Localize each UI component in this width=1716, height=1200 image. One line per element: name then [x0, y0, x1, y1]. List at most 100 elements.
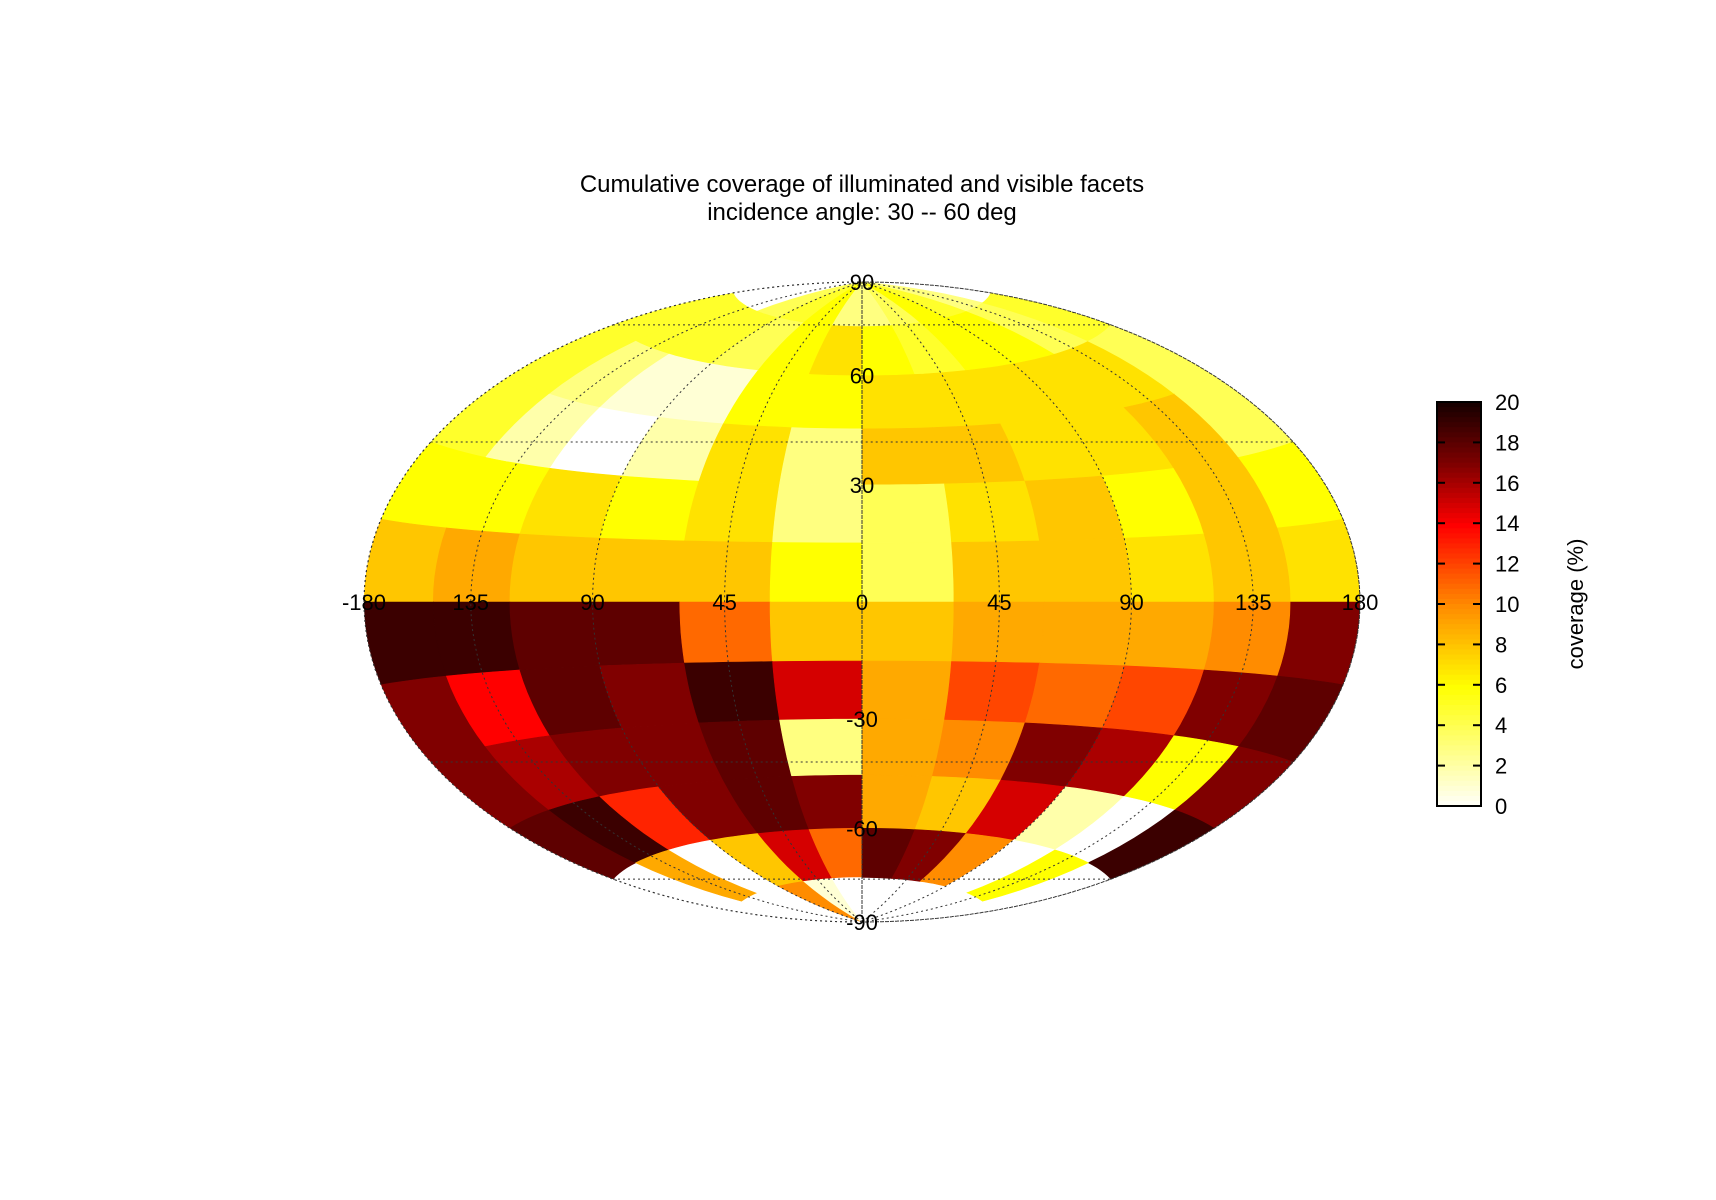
- colorbar-tick-label: 12: [1495, 552, 1519, 577]
- colorbar-segment: [1437, 477, 1481, 484]
- colorbar-segment: [1437, 684, 1481, 691]
- colorbar-tick-label: 8: [1495, 632, 1507, 657]
- colorbar-segment: [1437, 715, 1481, 721]
- colorbar-segment: [1437, 568, 1481, 575]
- meridian-line: [724, 281, 863, 923]
- colorbar-segment: [1437, 639, 1481, 645]
- colorbar-segment: [1437, 644, 1481, 651]
- colorbar-segment: [1437, 553, 1481, 560]
- colorbar-segment: [1437, 800, 1481, 807]
- colorbar-segment: [1437, 588, 1481, 595]
- colorbar-segment: [1437, 674, 1481, 681]
- colorbar-segment: [1437, 482, 1481, 489]
- lon-tick-label: 0: [856, 590, 868, 615]
- colorbar-segment: [1437, 705, 1481, 711]
- colorbar-segment: [1437, 750, 1481, 757]
- coverage-cell: [966, 849, 1090, 902]
- colorbar-segment: [1437, 548, 1481, 555]
- chart-title: Cumulative coverage of illuminated and v…: [580, 171, 1144, 198]
- colorbar-segment: [1437, 614, 1481, 620]
- coverage-cell: [772, 483, 863, 544]
- colorbar-segment: [1437, 412, 1481, 418]
- colorbar-segment: [1437, 785, 1481, 792]
- colorbar-segment: [1437, 740, 1481, 746]
- coverage-cell: [1039, 601, 1132, 667]
- lat-tick-label: -60: [846, 816, 878, 841]
- coverage-cell: [592, 601, 685, 667]
- colorbar-segment: [1437, 775, 1481, 782]
- colorbar-tick-label: 18: [1495, 430, 1519, 455]
- lon-tick-label: 90: [580, 590, 604, 615]
- colorbar-segment: [1437, 422, 1481, 428]
- colorbar-segment: [1437, 755, 1481, 762]
- coverage-cell: [861, 542, 955, 603]
- colorbar-segment: [1437, 528, 1481, 534]
- colorbar-segment: [1437, 694, 1481, 701]
- colorbar-segment: [1437, 432, 1481, 438]
- coverage-cell: [944, 480, 1040, 543]
- colorbar-segment: [1437, 624, 1481, 630]
- colorbar-segment: [1437, 583, 1481, 590]
- colorbar-segment: [1437, 619, 1481, 625]
- lon-tick-label: 135: [1235, 590, 1272, 615]
- colorbar-segment: [1437, 659, 1481, 666]
- colorbar-segment: [1437, 467, 1481, 474]
- colorbar-tick-label: 10: [1495, 592, 1519, 617]
- colorbar-segment: [1437, 437, 1481, 443]
- coverage-cell: [944, 661, 1040, 724]
- colorbar-segment: [1437, 563, 1481, 570]
- colorbar-segment: [1437, 770, 1481, 777]
- lon-tick-label: 45: [712, 590, 736, 615]
- map-tick-labels: -180 135 90 45 0 45 90 135 180 90 60 30 -30 -60 -90: [342, 270, 1378, 935]
- colorbar-segment: [1437, 765, 1481, 772]
- colorbar-segment: [1437, 745, 1481, 752]
- colorbar-segment: [1437, 730, 1481, 736]
- colorbar-segment: [1437, 609, 1481, 615]
- colorbar-tick-label: 20: [1495, 390, 1519, 415]
- colorbar-segment: [1437, 508, 1481, 514]
- coverage-cell: [1277, 518, 1360, 603]
- colorbar-segment: [1437, 669, 1481, 676]
- colorbar-tick-label: 0: [1495, 794, 1507, 819]
- chart-subtitle: incidence angle: 30 -- 60 deg: [707, 199, 1017, 226]
- coverage-cell: [861, 427, 945, 486]
- lat-tick-label: 90: [850, 270, 874, 295]
- colorbar-tick-label: 14: [1495, 511, 1519, 536]
- colorbar-segment: [1437, 578, 1481, 585]
- colorbar-segment: [1437, 598, 1481, 605]
- colorbar-segment: [1437, 503, 1481, 509]
- lon-tick-label: 135: [452, 590, 489, 615]
- colorbar-segment: [1437, 790, 1481, 797]
- colorbar-segment: [1437, 497, 1481, 504]
- meridian-line: [470, 281, 863, 923]
- colorbar-segment: [1437, 447, 1481, 454]
- colorbar: coverage (%) 0 2 4 6 8 10 12 14 16 18 20: [1436, 390, 1588, 819]
- lon-tick-label: 45: [987, 590, 1011, 615]
- colorbar-segment: [1437, 664, 1481, 671]
- colorbar-segment: [1437, 518, 1481, 524]
- colorbar-segment: [1437, 573, 1481, 580]
- colorbar-segment: [1437, 407, 1481, 413]
- colorbar-segment: [1437, 649, 1481, 656]
- chart-title-group: Cumulative coverage of illuminated and v…: [580, 171, 1144, 226]
- colorbar-segment: [1437, 462, 1481, 469]
- colorbar-segment: [1437, 634, 1481, 640]
- colorbar-segment: [1437, 452, 1481, 459]
- lat-tick-label: -90: [846, 910, 878, 935]
- coverage-cell: [684, 661, 780, 724]
- colorbar-tick-label: 4: [1495, 713, 1507, 738]
- colorbar-segment: [1437, 604, 1481, 610]
- colorbar-tick-label: 6: [1495, 673, 1507, 698]
- colorbar-segment: [1437, 533, 1481, 539]
- colorbar-segment: [1437, 492, 1481, 499]
- colorbar-segment: [1437, 558, 1481, 565]
- colorbar-segment: [1437, 795, 1481, 802]
- colorbar-segment: [1437, 442, 1481, 449]
- colorbar-segment: [1437, 725, 1481, 731]
- colorbar-segment: [1437, 523, 1481, 529]
- colorbar-segment: [1437, 710, 1481, 716]
- colorbar-segment: [1437, 538, 1481, 544]
- colorbar-segment: [1437, 679, 1481, 686]
- coverage-cell: [592, 537, 685, 603]
- lat-tick-label: 60: [850, 364, 874, 389]
